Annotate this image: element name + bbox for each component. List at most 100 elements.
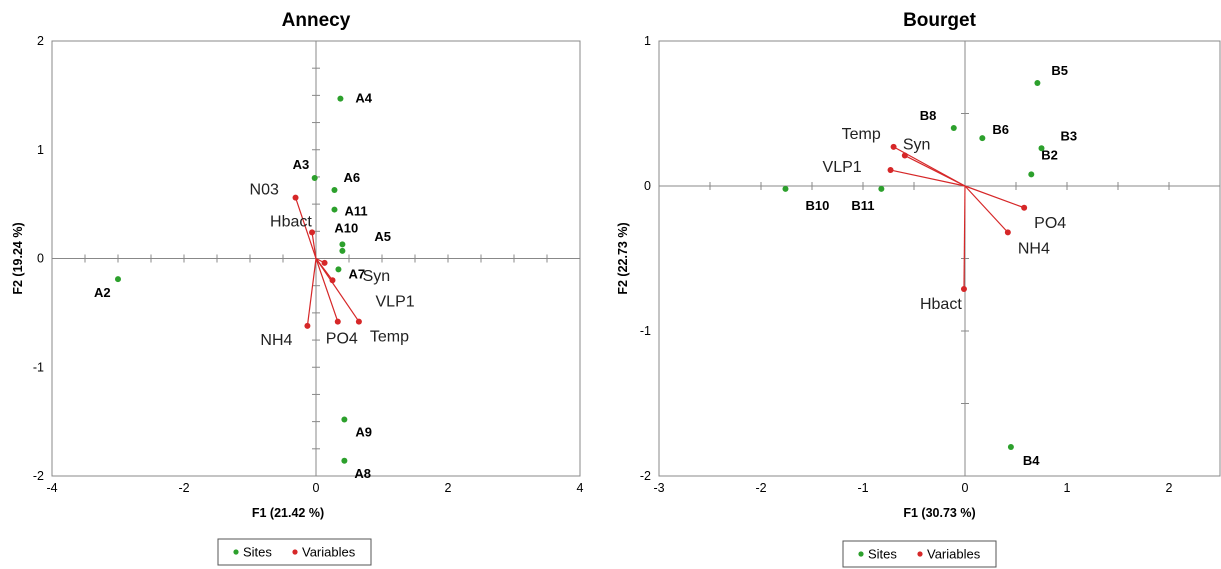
annecy-variable-label-temp: Temp	[370, 329, 409, 346]
bourget-variable-label-syn: Syn	[903, 137, 931, 154]
annecy-legend: Sites Variables	[217, 538, 372, 566]
bourget-site-label-b8: B8	[920, 108, 937, 123]
bourget-y-axis-title: F2 (22.73 %)	[616, 222, 630, 294]
annecy-site-point-a6	[331, 186, 338, 193]
annecy-variable-label-nh4: NH4	[260, 332, 292, 349]
bourget-x-tick-label: 2	[1166, 481, 1173, 495]
bourget-site-point-b11	[878, 185, 885, 192]
annecy-site-point-a11	[331, 206, 338, 213]
bourget-x-tick-label: -3	[653, 481, 664, 495]
annecy-site-label-a10: A10	[334, 220, 358, 235]
bourget-legend: Sites Variables	[842, 540, 997, 568]
annecy-y-tick-label: 1	[37, 143, 44, 157]
bourget-variable-label-po4: PO4	[1034, 215, 1066, 232]
annecy-site-point-a9	[341, 416, 348, 423]
bourget-variable-point-nh4	[1004, 229, 1011, 236]
annecy-variable-vector-n03	[294, 197, 317, 259]
annecy-x-tick-label: 0	[313, 481, 320, 495]
annecy-variable-point-hbact	[309, 229, 316, 236]
annecy-variable-label-vlp1: VLP1	[376, 293, 415, 310]
bourget-variable-label-nh4: NH4	[1018, 240, 1050, 257]
bourget-site-label-b3: B3	[1061, 128, 1078, 143]
annecy-x-tick-label: -2	[178, 481, 189, 495]
annecy-site-point-a2	[115, 276, 121, 283]
bourget-site-label-b5: B5	[1051, 63, 1068, 78]
bourget-variable-label-temp: Temp	[842, 126, 881, 143]
annecy-site-label-a3: A3	[293, 157, 310, 172]
bourget-variable-point-temp	[890, 143, 897, 150]
annecy-site-point-a3	[311, 175, 318, 182]
bourget-variable-label-vlp1: VLP1	[823, 159, 862, 176]
annecy-y-tick-label: -2	[33, 469, 44, 483]
bourget-legend-label-sites: Sites	[868, 547, 897, 562]
annecy-variable-vector-nh4	[306, 258, 317, 327]
annecy-site-point-a4	[337, 95, 344, 102]
bourget-y-tick-label: -2	[640, 469, 651, 483]
annecy-variable-point-n03	[292, 194, 299, 201]
annecy-x-tick-label: 2	[445, 481, 452, 495]
bourget-legend-label-variables: Variables	[927, 547, 981, 562]
annecy-site-point-a5	[339, 247, 346, 254]
bourget-y-tick-label: -1	[640, 324, 651, 338]
annecy-variable-point-nh4	[304, 322, 311, 329]
annecy-variable-vector-temp	[315, 258, 360, 322]
bourget-site-point-b4	[1007, 444, 1014, 450]
annecy-variable-label-syn: Syn	[363, 268, 391, 285]
bourget-site-point-b2	[1028, 171, 1035, 178]
bourget-site-point-b10	[782, 185, 789, 192]
bourget-variable-vector-po4	[964, 185, 1025, 209]
bourget-variable-point-po4	[1021, 204, 1028, 211]
bourget-legend-marker-variables	[917, 551, 923, 557]
annecy-legend-label-variables: Variables	[302, 545, 356, 560]
annecy-y-tick-label: -1	[33, 360, 44, 374]
bourget-x-tick-label: 1	[1064, 481, 1071, 495]
bourget-y-tick-label: 1	[644, 34, 651, 48]
annecy-site-label-a6: A6	[343, 170, 360, 185]
bourget-variable-point-syn	[901, 152, 908, 159]
bourget-x-tick-label: 0	[962, 481, 969, 495]
bourget-variable-vector-syn	[904, 155, 966, 187]
bourget-x-axis-title: F1 (30.73 %)	[903, 506, 975, 520]
annecy-site-label-a7: A7	[348, 266, 365, 281]
annecy-site-point-a8	[341, 457, 348, 464]
annecy-variable-point-syn	[321, 259, 328, 266]
annecy-variable-label-hbact: Hbact	[270, 213, 312, 230]
annecy-legend-marker-sites	[233, 549, 239, 555]
annecy-legend-label-sites: Sites	[243, 545, 272, 560]
bourget-chart-title: Bourget	[903, 10, 977, 31]
bourget-x-tick-label: -1	[857, 481, 868, 495]
annecy-site-point-a10	[339, 241, 346, 248]
annecy-site-label-a2: A2	[94, 285, 111, 300]
bourget-site-point-b5	[1034, 80, 1041, 87]
bourget-plot-frame	[658, 40, 1221, 477]
annecy-y-tick-label: 2	[37, 34, 44, 48]
annecy-site-label-a8: A8	[354, 466, 371, 481]
annecy-variable-point-vlp1	[329, 277, 336, 284]
annecy-variable-vector-po4	[315, 258, 339, 322]
annecy-site-label-a9: A9	[355, 424, 372, 439]
annecy-y-axis-title: F2 (19.24 %)	[11, 222, 25, 294]
annecy-x-tick-label: -4	[46, 481, 57, 495]
annecy-y-tick-label: 0	[37, 252, 44, 266]
bourget-site-label-b11: B11	[851, 198, 874, 213]
bourget-variable-vector-hbact	[963, 185, 966, 289]
annecy-site-label-a4: A4	[355, 91, 372, 106]
bourget-site-point-b6	[979, 135, 986, 142]
bourget-legend-marker-sites	[858, 551, 864, 557]
annecy-site-label-a5: A5	[374, 229, 391, 244]
bourget-x-tick-label: -2	[755, 481, 766, 495]
bourget-y-tick-label: 0	[644, 179, 651, 193]
bourget-variable-label-hbact: Hbact	[920, 296, 962, 313]
annecy-site-point-a7	[335, 266, 342, 273]
bourget-site-label-b10: B10	[805, 198, 829, 213]
bourget-variable-vector-nh4	[964, 185, 1009, 233]
bourget-site-label-b6: B6	[992, 122, 1009, 137]
bourget-site-label-b4: B4	[1023, 453, 1040, 468]
annecy-site-label-a11: A11	[344, 204, 367, 219]
bourget-site-label-b2: B2	[1041, 147, 1058, 162]
annecy-variable-label-n03: N03	[250, 182, 279, 199]
annecy-variable-point-temp	[355, 318, 362, 325]
